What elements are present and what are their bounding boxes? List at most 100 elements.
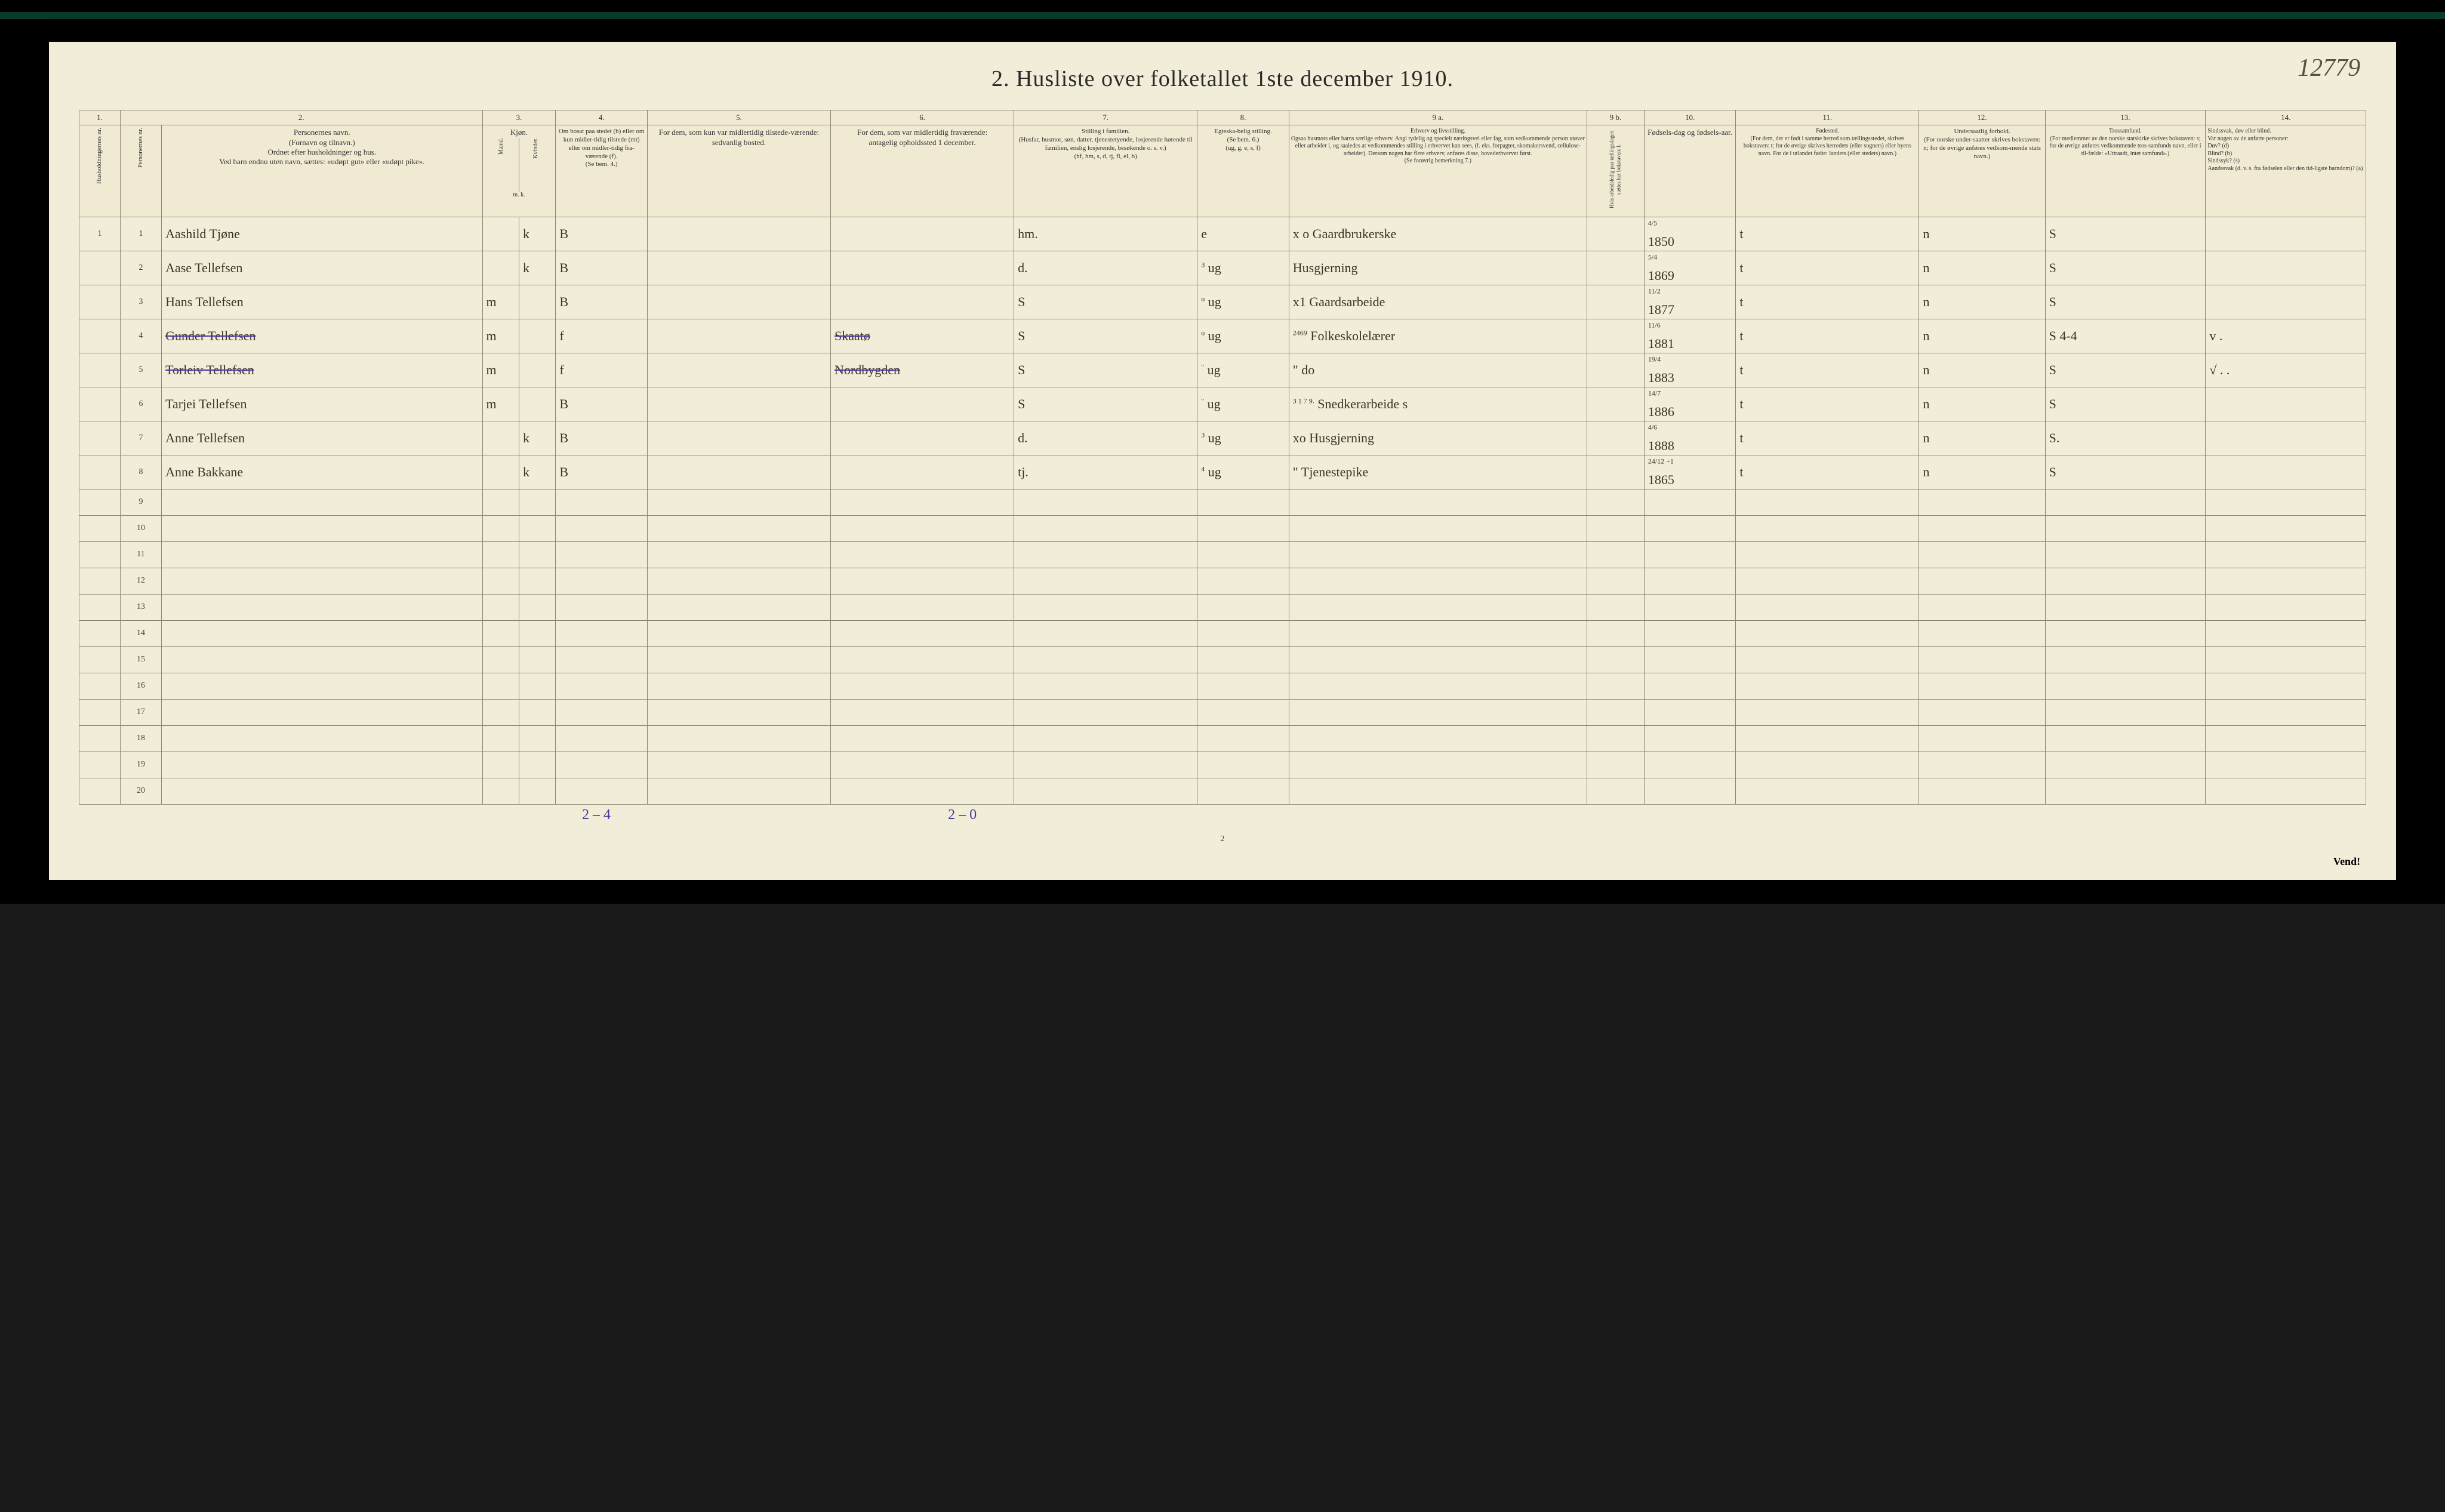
cell: t <box>1736 353 1919 387</box>
cell <box>556 541 648 568</box>
cell <box>1197 699 1289 725</box>
cell <box>647 778 830 804</box>
cell <box>79 251 120 285</box>
column-number-row: 1. 2. 3. 4. 5. 6. 7. 8. 9 a. 9 b. 10. 11… <box>79 110 2366 125</box>
cell <box>2206 752 2366 778</box>
cell: d. <box>1014 251 1197 285</box>
header-fodested: Fødested. (For dem, der er født i samme … <box>1736 125 1919 217</box>
cell <box>1197 489 1289 515</box>
cell <box>482 251 519 285</box>
cell: " ug <box>1197 387 1289 421</box>
cell <box>647 455 830 489</box>
cell: 14/71886 <box>1644 387 1736 421</box>
cell <box>79 285 120 319</box>
colnum-7: 7. <box>1014 110 1197 125</box>
header-arbeidsledig: Hvis arbeidsledig paa tællingsdagen sætt… <box>1587 125 1644 217</box>
vend-label: Vend! <box>2333 855 2360 868</box>
cell <box>647 673 830 699</box>
cell <box>1644 568 1736 594</box>
cell <box>647 699 830 725</box>
cell <box>162 515 482 541</box>
cell <box>482 421 519 455</box>
cell: S <box>1014 353 1197 387</box>
cell <box>1587 489 1644 515</box>
cell <box>2045 489 2206 515</box>
cell <box>1014 568 1197 594</box>
cell <box>647 752 830 778</box>
cell <box>519 673 555 699</box>
cell <box>2206 620 2366 646</box>
cell <box>1587 455 1644 489</box>
cell: 20 <box>121 778 162 804</box>
cell <box>1919 568 2045 594</box>
cell <box>1587 251 1644 285</box>
cell: S <box>2045 251 2206 285</box>
cell: k <box>519 217 555 251</box>
cell <box>2206 455 2366 489</box>
cell <box>1736 489 1919 515</box>
cell: 13 <box>121 594 162 620</box>
cell <box>79 541 120 568</box>
cell <box>647 646 830 673</box>
cell <box>1644 778 1736 804</box>
page-wrap: 12779 2. Husliste over folketallet 1ste … <box>0 0 2445 904</box>
header-kjon: Kjøn. Mænd. Kvinder. m. k. <box>482 125 556 217</box>
cell: t <box>1736 217 1919 251</box>
cell <box>1289 646 1587 673</box>
cell: S 4-4 <box>2045 319 2206 353</box>
cell <box>1014 673 1197 699</box>
cell <box>647 421 830 455</box>
cell <box>482 646 519 673</box>
cell <box>519 319 555 353</box>
cell: S <box>2045 353 2206 387</box>
cell <box>162 541 482 568</box>
cell <box>1587 353 1644 387</box>
cell <box>1289 752 1587 778</box>
cell <box>1736 673 1919 699</box>
header-trossamfund: Trossamfund. (For medlemmer av den norsk… <box>2045 125 2206 217</box>
cell <box>556 673 648 699</box>
colnum-4: 4. <box>556 110 648 125</box>
cell <box>482 541 519 568</box>
cell <box>162 646 482 673</box>
cell: 17 <box>121 699 162 725</box>
cell: Hans Tellefsen <box>162 285 482 319</box>
cell: S <box>1014 285 1197 319</box>
cell <box>647 594 830 620</box>
table-row-empty: 19 <box>79 752 2366 778</box>
cell: 4/61888 <box>1644 421 1736 455</box>
cell <box>556 646 648 673</box>
cell: 5 <box>121 353 162 387</box>
table-row: 4Gunder TellefsenmfSkaatøSo ug2469 Folke… <box>79 319 2366 353</box>
cell: Torleiv Tellefsen <box>162 353 482 387</box>
cell: 2469 Folkeskolelærer <box>1289 319 1587 353</box>
cell <box>519 594 555 620</box>
cell: 4 ug <box>1197 455 1289 489</box>
cell <box>1289 725 1587 752</box>
cell <box>1197 646 1289 673</box>
cell <box>1014 646 1197 673</box>
cell <box>556 725 648 752</box>
cell <box>1919 515 2045 541</box>
cell <box>647 217 830 251</box>
cell: k <box>519 251 555 285</box>
cell <box>831 455 1014 489</box>
cell <box>556 515 648 541</box>
cell <box>831 541 1014 568</box>
colnum-6: 6. <box>831 110 1014 125</box>
cell <box>2206 673 2366 699</box>
cell <box>647 353 830 387</box>
cell <box>831 515 1014 541</box>
cell: 6 <box>121 387 162 421</box>
cell <box>1197 673 1289 699</box>
cell: 19 <box>121 752 162 778</box>
cell: tj. <box>1014 455 1197 489</box>
cell <box>1587 699 1644 725</box>
cell <box>519 778 555 804</box>
cell: 11/21877 <box>1644 285 1736 319</box>
cell <box>1644 646 1736 673</box>
cell <box>2206 725 2366 752</box>
cell <box>1587 673 1644 699</box>
colnum-3: 3. <box>482 110 556 125</box>
cell <box>1736 752 1919 778</box>
